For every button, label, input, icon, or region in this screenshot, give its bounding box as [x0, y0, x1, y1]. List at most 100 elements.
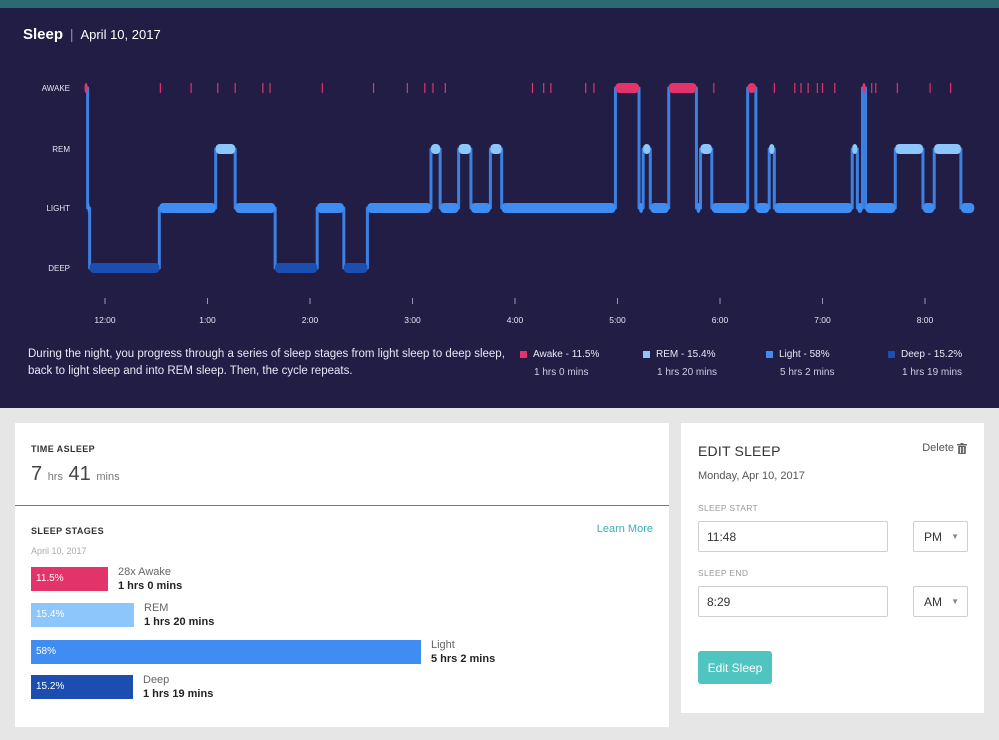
edit-sleep-card: EDIT SLEEP Delete Monday, Apr 10, 2017 S…	[681, 423, 984, 713]
legend-label-light: Light - 58%	[779, 349, 830, 360]
hypnogram-segment-rem	[769, 144, 775, 154]
stage-duration-deep: 1 hrs 19 mins	[143, 688, 214, 700]
stage-percent-light: 58%	[36, 646, 57, 657]
time-asleep-minutes: 41	[68, 463, 91, 485]
stage-name-deep: Deep	[143, 674, 170, 686]
stage-label-deep: Deep 1 hrs 19 mins	[143, 673, 213, 701]
stage-bar-light: 58%	[31, 640, 421, 664]
time-label-500: 5:00	[609, 315, 626, 325]
chart-title: Sleep | April 10, 2017	[23, 26, 161, 43]
title-separator: |	[69, 26, 74, 42]
stage-label-light: LIGHT	[46, 204, 70, 213]
stage-name-rem: REM	[144, 602, 169, 614]
stage-label-rem: REM	[52, 145, 70, 154]
stage-percent-deep: 15.2%	[36, 681, 65, 692]
stage-name-light: Light	[431, 639, 455, 651]
sleep-stages-date: April 10, 2017	[31, 546, 87, 556]
sleep-start-period-select[interactable]: PM ▼	[913, 521, 968, 552]
hypnogram-segment-rem	[895, 144, 923, 154]
hypnogram-segment-rem	[430, 144, 441, 154]
legend-item-light: Light - 58% 5 hrs 2 mins	[766, 349, 876, 378]
hypnogram-segment-deep	[275, 263, 318, 273]
stage-bar-deep: 15.2%	[31, 675, 133, 699]
stage-label-light: Light 5 hrs 2 mins	[431, 638, 495, 666]
hypnogram-segment-light	[774, 203, 853, 213]
legend-label-awake: Awake - 11.5%	[533, 349, 600, 360]
stage-label-deep: DEEP	[48, 264, 70, 273]
legend-duration-awake: 1 hrs 0 mins	[534, 367, 589, 378]
hypnogram-segment-rem	[700, 144, 712, 154]
time-label-600: 6:00	[712, 315, 729, 325]
sleep-start-period-value: PM	[924, 529, 942, 544]
hypnogram-segment-light	[470, 203, 491, 213]
legend-duration-rem: 1 hrs 20 mins	[657, 367, 718, 378]
legend-swatch-light	[766, 351, 773, 358]
chevron-down-icon: ▼	[951, 532, 959, 541]
stage-bar-rem: 15.4%	[31, 603, 134, 627]
chart-title-label: Sleep	[23, 26, 64, 43]
hypnogram-segment-awake	[84, 83, 88, 93]
stage-percent-rem: 15.4%	[36, 609, 65, 620]
hypnogram-segment-light	[711, 203, 748, 213]
hypnogram-segment-deep	[89, 263, 160, 273]
legend-label-deep: Deep - 15.2%	[901, 349, 963, 360]
chart-date: April 10, 2017	[80, 27, 161, 42]
hypnogram-segment-light	[87, 203, 90, 213]
sleep-chart-panel: Sleep | April 10, 2017 AWAKE REM LIGHT DEEP…	[0, 8, 999, 408]
chart-description: During the night, you progress through a…	[28, 348, 505, 377]
legend-swatch-awake	[520, 351, 527, 358]
learn-more-link[interactable]: Learn More	[596, 523, 653, 535]
time-asleep-value: 7 hrs 41 mins	[31, 463, 120, 486]
hypnogram-segment-light	[235, 203, 276, 213]
sleep-start-input[interactable]	[698, 521, 888, 552]
stage-label-rem: REM 1 hrs 20 mins	[144, 601, 214, 629]
time-label-100: 1:00	[199, 315, 216, 325]
time-label-800: 8:00	[917, 315, 934, 325]
hypnogram-segment-rem	[215, 144, 236, 154]
sleep-start-label: SLEEP START	[698, 503, 758, 513]
hypnogram-segment-light	[159, 203, 216, 213]
stage-name-awake: 28x Awake	[118, 566, 172, 578]
stage-duration-awake: 1 hrs 0 mins	[118, 580, 183, 592]
time-label-1200: 12:00	[94, 315, 116, 325]
hypnogram-segment-awake	[747, 83, 756, 93]
sleep-end-period-select[interactable]: AM ▼	[913, 586, 968, 617]
sleep-stage-chart: AWAKE REM LIGHT DEEP 12:00 1:00 2:00 3:00 4:00 5:…	[42, 83, 975, 325]
sleep-end-input[interactable]	[698, 586, 888, 617]
stage-label-awake: AWAKE	[42, 84, 70, 93]
hypnogram-segment-light	[440, 203, 459, 213]
stage-bar-awake: 11.5%	[31, 567, 108, 591]
edit-sleep-title: EDIT SLEEP	[698, 443, 781, 459]
stage-duration-rem: 1 hrs 20 mins	[144, 616, 215, 628]
hypnogram-segment-awake	[615, 83, 640, 93]
section-divider	[15, 505, 669, 506]
time-asleep-hours: 7	[31, 463, 43, 485]
stage-duration-light: 5 hrs 2 mins	[431, 653, 496, 665]
hypnogram-segment-rem	[458, 144, 471, 154]
hypnogram-segment-light	[650, 203, 669, 213]
hypnogram-segment-light	[922, 203, 935, 213]
time-asleep-minutes-unit: mins	[96, 471, 120, 483]
hypnogram-segment-awake	[862, 83, 866, 93]
sleep-end-period-value: AM	[924, 594, 942, 609]
hypnogram-segment-light	[960, 203, 975, 213]
delete-button[interactable]: Delete	[922, 442, 967, 454]
legend-duration-deep: 1 hrs 19 mins	[902, 367, 963, 378]
hypnogram-segment-light	[865, 203, 896, 213]
hypnogram-segment-light	[501, 203, 616, 213]
sleep-end-label: SLEEP END	[698, 568, 749, 578]
legend-duration-light: 5 hrs 2 mins	[780, 367, 835, 378]
time-label-200: 2:00	[302, 315, 319, 325]
hypnogram-segment-light	[367, 203, 431, 213]
hypnogram-segment-rem	[852, 144, 858, 154]
hypnogram-segment-light	[696, 203, 701, 213]
hypnogram-segment-awake	[668, 83, 697, 93]
edit-sleep-button[interactable]: Edit Sleep	[698, 651, 772, 684]
legend-item-awake: Awake - 11.5% 1 hrs 0 mins	[520, 349, 630, 378]
hypnogram-segment-light	[317, 203, 344, 213]
sleep-stages-title: SLEEP STAGES	[31, 526, 104, 536]
legend-label-rem: REM - 15.4%	[656, 349, 716, 360]
edit-sleep-date: Monday, Apr 10, 2017	[698, 470, 805, 482]
chevron-down-icon: ▼	[951, 597, 959, 606]
stage-label-awake: 28x Awake 1 hrs 0 mins	[118, 565, 182, 593]
